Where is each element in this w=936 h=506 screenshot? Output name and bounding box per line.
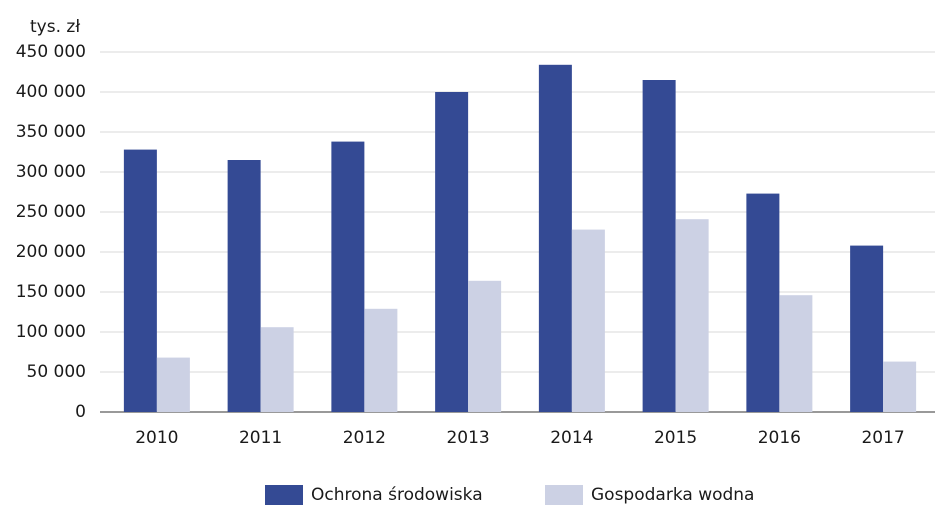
x-tick-label: 2011 — [239, 428, 282, 448]
bar — [227, 160, 261, 412]
bar — [571, 229, 605, 412]
bar — [883, 361, 917, 412]
x-tick-label: 2010 — [135, 428, 178, 448]
x-tick-label: 2016 — [758, 428, 801, 448]
bar — [675, 219, 709, 412]
y-tick-label: 50 000 — [27, 362, 86, 382]
bar — [538, 64, 572, 413]
bar — [156, 357, 190, 412]
y-tick-label: 350 000 — [16, 122, 86, 142]
y-axis-label: tys. zł — [30, 17, 80, 37]
x-tick-label: 2017 — [861, 428, 904, 448]
x-tick-label: 2014 — [550, 428, 593, 448]
bar — [468, 280, 502, 412]
y-tick-label: 150 000 — [16, 282, 86, 302]
bar — [435, 92, 469, 412]
legend-label: Ochrona środowiska — [311, 485, 483, 505]
y-tick-label: 300 000 — [16, 162, 86, 182]
legend-swatch — [265, 485, 303, 505]
bar — [331, 141, 365, 412]
y-tick-label: 400 000 — [16, 82, 86, 102]
x-tick-label: 2013 — [446, 428, 489, 448]
x-tick-label: 2012 — [343, 428, 386, 448]
legend-swatch — [545, 485, 583, 505]
y-tick-label: 100 000 — [16, 322, 86, 342]
x-tick-label: 2015 — [654, 428, 697, 448]
bar — [850, 245, 884, 412]
bar — [642, 80, 676, 412]
bar — [123, 149, 157, 412]
bar — [746, 193, 780, 412]
y-tick-label: 0 — [75, 402, 86, 422]
bar — [364, 308, 398, 412]
y-tick-label: 450 000 — [16, 42, 86, 62]
bar — [779, 295, 813, 412]
y-tick-label: 250 000 — [16, 202, 86, 222]
bar — [260, 327, 294, 412]
y-tick-label: 200 000 — [16, 242, 86, 262]
legend-label: Gospodarka wodna — [591, 485, 754, 505]
